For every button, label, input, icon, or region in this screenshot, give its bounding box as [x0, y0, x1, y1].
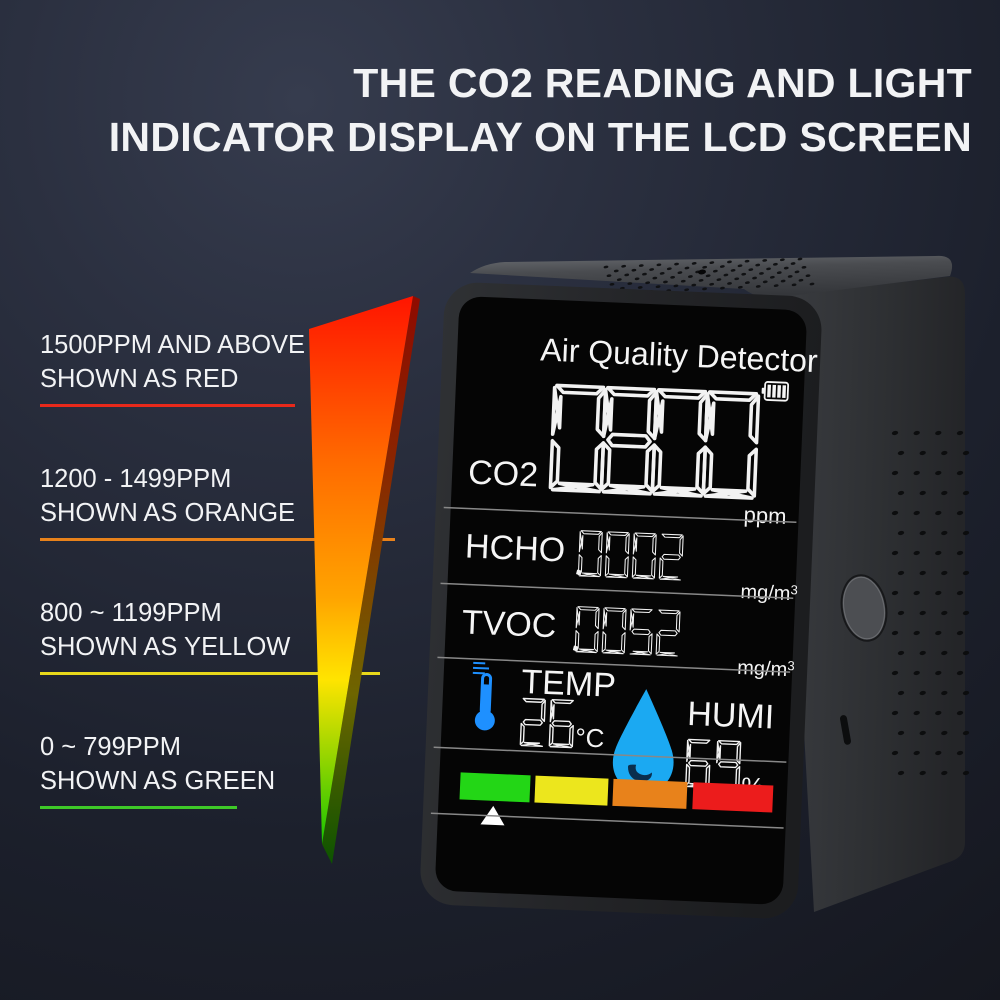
- svg-text:TVOC: TVOC: [461, 603, 557, 645]
- svg-text:ppm: ppm: [743, 502, 787, 529]
- svg-text:mg/m3: mg/m3: [737, 656, 795, 681]
- svg-text:HUMI: HUMI: [686, 695, 774, 737]
- svg-text:mg/m3: mg/m3: [740, 580, 798, 605]
- svg-text:HCHO: HCHO: [464, 527, 566, 569]
- svg-text:CO2: CO2: [467, 454, 538, 495]
- svg-text:°C: °C: [575, 722, 605, 753]
